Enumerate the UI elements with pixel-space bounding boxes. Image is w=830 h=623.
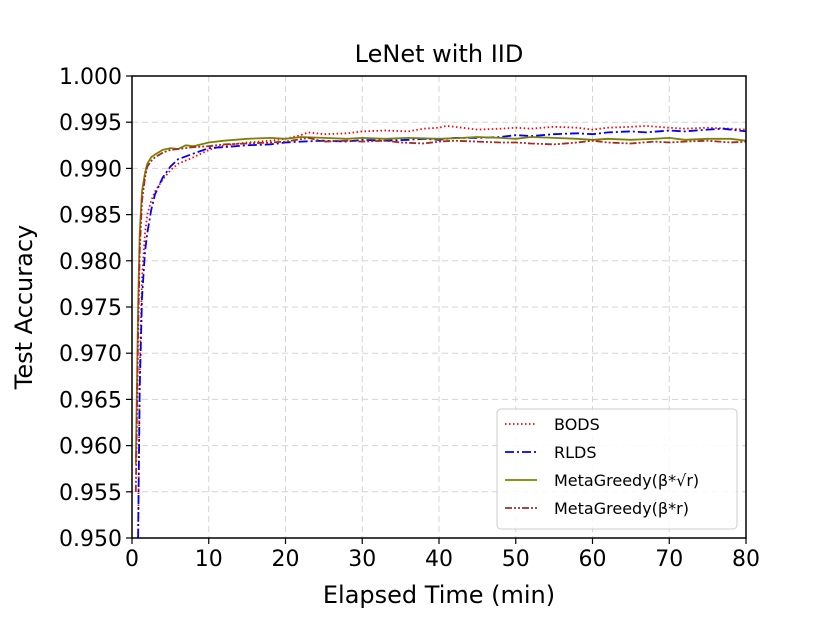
legend-label-metagreedy-r: MetaGreedy(β*r)	[554, 499, 689, 518]
legend-box	[496, 408, 738, 530]
y-tick-label: 0.980	[59, 250, 122, 275]
x-tick-label: 50	[502, 547, 530, 572]
series-line-1	[137, 127, 746, 538]
legend: BODS RLDS MetaGreedy(β*√r) MetaGreedy(β*…	[496, 408, 738, 530]
y-tick-label: 0.955	[59, 481, 122, 506]
x-tick-label: 30	[348, 547, 376, 572]
x-tick-label: 0	[125, 547, 139, 572]
y-tick-label: 0.990	[59, 157, 122, 182]
y-axis-title: Test Accuracy	[10, 225, 38, 390]
x-tick-label: 20	[272, 547, 300, 572]
series-line-3	[134, 136, 746, 492]
chart-title: LeNet with IID	[355, 40, 524, 68]
y-tick-label: 0.985	[59, 204, 122, 229]
series-line-2	[134, 136, 746, 465]
y-tick-label: 1.000	[59, 65, 122, 90]
y-tick-label: 0.995	[59, 111, 122, 136]
y-tick-label: 0.960	[59, 435, 122, 460]
legend-label-bods: BODS	[554, 415, 600, 434]
x-tick-label: 60	[579, 547, 607, 572]
series-line-0	[137, 124, 746, 538]
y-tick-label: 0.950	[59, 527, 122, 552]
x-tick-label: 80	[732, 547, 760, 572]
legend-label-metagreedy-sqrt: MetaGreedy(β*√r)	[554, 471, 699, 490]
y-tick-label: 0.975	[59, 296, 122, 321]
ticks: 0 10 20 30 40 50 60 70 80 0.950 0.955 0.960 0.965 0.9…	[59, 65, 760, 572]
y-tick-label: 0.965	[59, 388, 122, 413]
x-axis-title: Elapsed Time (min)	[323, 581, 555, 609]
y-tick-label: 0.970	[59, 342, 122, 367]
x-tick-label: 40	[425, 547, 453, 572]
x-tick-label: 10	[195, 547, 223, 572]
x-tick-label: 70	[655, 547, 683, 572]
series-layer	[134, 124, 746, 538]
legend-label-rlds: RLDS	[554, 443, 597, 462]
